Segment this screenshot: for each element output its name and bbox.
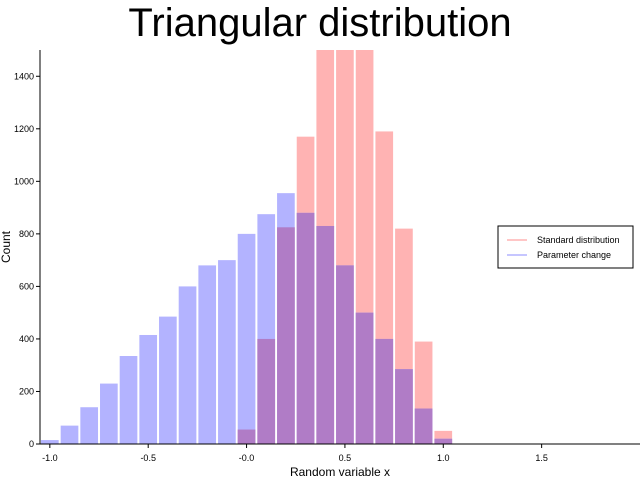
bar-series-1-bin-0 <box>41 440 59 444</box>
x-axis-label: Random variable x <box>290 465 390 479</box>
y-tick-label-0: 0 <box>29 439 34 449</box>
bar-series-1-bin-3 <box>100 383 118 444</box>
bar-overlap-bin-8 <box>395 369 413 444</box>
x-tick-label-2: -0.0 <box>239 453 255 463</box>
bar-overlap-bin-1 <box>257 338 276 444</box>
bar-series-1-bin-7 <box>178 286 197 444</box>
y-tick-label-5: 1000 <box>14 176 34 186</box>
bar-series-1-bin-9 <box>218 260 236 444</box>
bar-series-1-bin-2 <box>80 407 99 444</box>
bar-overlap-bin-10 <box>434 438 453 444</box>
bar-overlap-bin-4 <box>316 225 335 444</box>
x-tick-label-4: 1.0 <box>437 453 450 463</box>
bar-overlap-bin-2 <box>277 227 295 444</box>
y-tick-label-3: 600 <box>19 281 34 291</box>
legend-box <box>497 225 634 269</box>
bar-series-1-bin-8 <box>198 265 217 444</box>
y-tick-label-1: 200 <box>19 386 34 396</box>
y-tick-label-2: 400 <box>19 334 34 344</box>
ticks-layer: -1.0 -0.5 -0.0 0.5 1.0 1.5 0 200 400 600 800 1000 12… <box>14 71 548 463</box>
bar-overlap-bin-9 <box>414 408 433 444</box>
bar-overlap-bin-3 <box>296 212 315 444</box>
bar-overlap-bin-0 <box>237 429 256 444</box>
bar-series-1-bin-5 <box>139 334 158 444</box>
bar-series-1-bin-4 <box>119 356 138 444</box>
y-tick-label-6: 1200 <box>14 124 34 134</box>
bar-overlap-bin-5 <box>336 265 354 444</box>
x-tick-label-1: -0.5 <box>140 453 156 463</box>
legend-label-standard: Standard distribution <box>537 235 620 245</box>
chart-title: Triangular distribution <box>128 1 512 45</box>
bars-layer <box>41 50 453 444</box>
x-tick-label-5: 1.5 <box>535 453 548 463</box>
bar-series-1-bin-6 <box>159 316 177 444</box>
y-tick-label-7: 1400 <box>14 71 34 81</box>
legend-label-parameter: Parameter change <box>537 250 611 260</box>
bar-series-1-bin-1 <box>60 425 79 444</box>
bar-overlap-bin-7 <box>375 338 394 444</box>
axes-layer <box>39 50 640 445</box>
y-axis-label: Count <box>0 230 13 263</box>
bar-series-1-bin-10 <box>237 233 256 444</box>
y-tick-label-4: 800 <box>19 229 34 239</box>
x-tick-label-0: -1.0 <box>42 453 58 463</box>
bar-overlap-bin-6 <box>355 312 374 444</box>
x-tick-label-3: 0.5 <box>339 453 352 463</box>
legend: Standard distribution Parameter change <box>497 225 634 269</box>
